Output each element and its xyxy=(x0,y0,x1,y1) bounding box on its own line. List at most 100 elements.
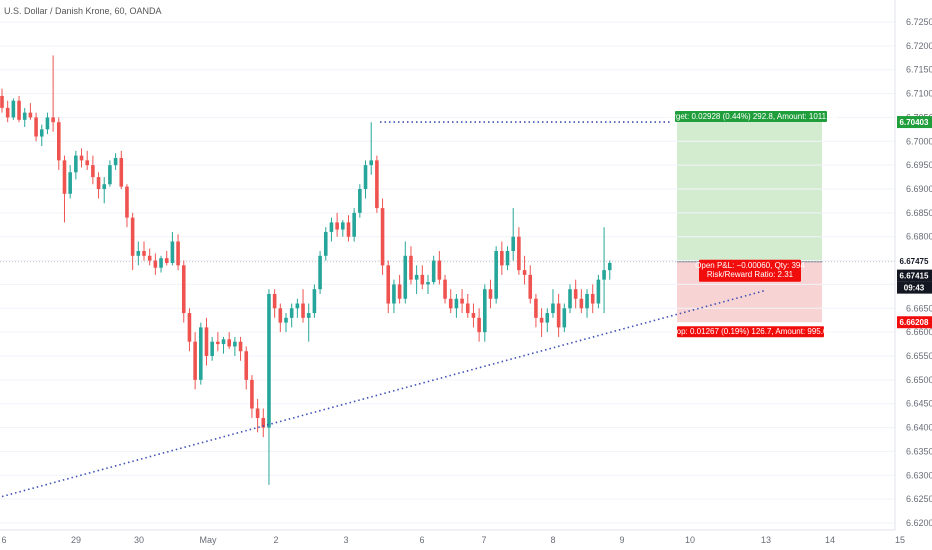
candle-body xyxy=(420,274,425,285)
candle-body xyxy=(176,241,180,266)
candle-body xyxy=(511,236,515,252)
candle-body xyxy=(193,341,197,380)
candle-body xyxy=(85,160,89,166)
candle-body xyxy=(45,117,50,130)
candle-body xyxy=(460,298,464,304)
time-tick-label: 7 xyxy=(481,535,486,545)
candle-body xyxy=(74,155,78,173)
candle-body xyxy=(556,303,561,328)
stop-price-tag-bg xyxy=(897,316,932,329)
price-tick-label: 6.68500 xyxy=(906,208,932,218)
entry-price-tag-bg xyxy=(897,254,932,267)
candle-body xyxy=(346,222,351,237)
price-tick-label: 6.64000 xyxy=(906,423,932,433)
candle-body xyxy=(28,112,33,118)
candle-body xyxy=(358,189,362,213)
candle-body xyxy=(255,408,260,419)
price-tick-label: 6.72500 xyxy=(906,17,932,27)
candle-body xyxy=(0,95,4,108)
candle-body xyxy=(181,265,186,314)
candle-body xyxy=(289,308,294,318)
candle-body xyxy=(335,222,339,230)
candle-body xyxy=(596,279,601,304)
candle-body xyxy=(403,255,408,299)
candle-body xyxy=(312,289,317,314)
candle-body xyxy=(414,274,419,280)
price-tick-label: 6.71000 xyxy=(906,89,932,99)
candle-body xyxy=(153,260,158,268)
candle-body xyxy=(528,274,533,299)
candle-body xyxy=(397,284,402,299)
candle-body xyxy=(579,298,584,309)
candle-body xyxy=(363,165,368,189)
drawn-lines xyxy=(1,121,766,498)
candle-body xyxy=(522,270,527,275)
countdown-tag-bg xyxy=(897,281,932,294)
target-label-bg xyxy=(675,111,827,123)
candle-body xyxy=(272,293,277,309)
candle-body xyxy=(233,341,237,347)
candle-body xyxy=(267,293,271,428)
time-tick-label: 6 xyxy=(1,535,6,545)
candle-body xyxy=(125,186,129,218)
candle-body xyxy=(79,155,84,161)
support-trendline xyxy=(1,289,766,498)
candle-body xyxy=(250,379,254,409)
candle-body xyxy=(437,260,442,280)
time-tick-label: 29 xyxy=(71,535,81,545)
candle-body xyxy=(369,160,373,166)
candle-body xyxy=(352,212,356,237)
candle-body xyxy=(590,293,595,304)
candle-body xyxy=(204,327,209,356)
candle-body xyxy=(426,282,430,285)
candle-body xyxy=(323,231,328,256)
candle-body xyxy=(199,327,203,380)
candle-body xyxy=(409,255,413,280)
candle-body xyxy=(278,308,283,323)
price-tick-label: 6.66500 xyxy=(906,303,932,313)
time-axis[interactable]: 6 29 30 May 2 3 6 7 8 9 10 13 14 15 xyxy=(0,529,905,545)
stop-label-bg xyxy=(677,326,824,338)
candle-body xyxy=(505,251,510,266)
candle-body xyxy=(477,317,481,333)
target-price-tag: 6.70403 xyxy=(900,118,929,127)
candle-body xyxy=(62,160,67,194)
candle-body xyxy=(5,107,10,118)
candle-body xyxy=(454,298,459,309)
candle-body xyxy=(573,289,578,299)
candle-body xyxy=(306,313,311,318)
candle-body xyxy=(551,303,555,314)
time-tick-label: 6 xyxy=(419,535,424,545)
candle-body xyxy=(585,293,589,309)
price-tick-label: 6.69000 xyxy=(906,184,932,194)
price-tick-label: 6.65000 xyxy=(906,375,932,385)
candle-body xyxy=(318,255,322,290)
candle-body xyxy=(142,251,146,256)
grid-lines xyxy=(0,21,895,524)
position-labels: Target: 0.02928 (0.44%) 292.8, Amount: 1… xyxy=(665,111,932,338)
candle-body xyxy=(483,289,487,333)
candle-body xyxy=(210,341,214,356)
candle-body xyxy=(159,258,163,268)
stop-price-tag: 6.66208 xyxy=(900,318,929,327)
position-zones xyxy=(677,122,822,323)
candle-body xyxy=(216,341,220,345)
candle-body xyxy=(341,222,345,230)
candle-body xyxy=(113,157,118,166)
candle-body xyxy=(91,165,95,178)
candle-body xyxy=(607,262,612,271)
target-price-tag-bg xyxy=(897,116,932,129)
candle-body xyxy=(448,298,453,309)
price-tick-label: 6.64500 xyxy=(906,399,932,409)
candle-body xyxy=(68,172,72,194)
time-tick-label: 13 xyxy=(761,535,771,545)
candle-body xyxy=(147,255,152,261)
candle-body xyxy=(170,241,175,263)
time-tick-label: 3 xyxy=(343,535,348,545)
candle-body xyxy=(568,289,572,309)
candle-body xyxy=(392,284,396,304)
candle-body xyxy=(471,313,476,318)
last-price-tag: 6.67415 xyxy=(900,272,929,281)
candle-body xyxy=(301,303,305,318)
